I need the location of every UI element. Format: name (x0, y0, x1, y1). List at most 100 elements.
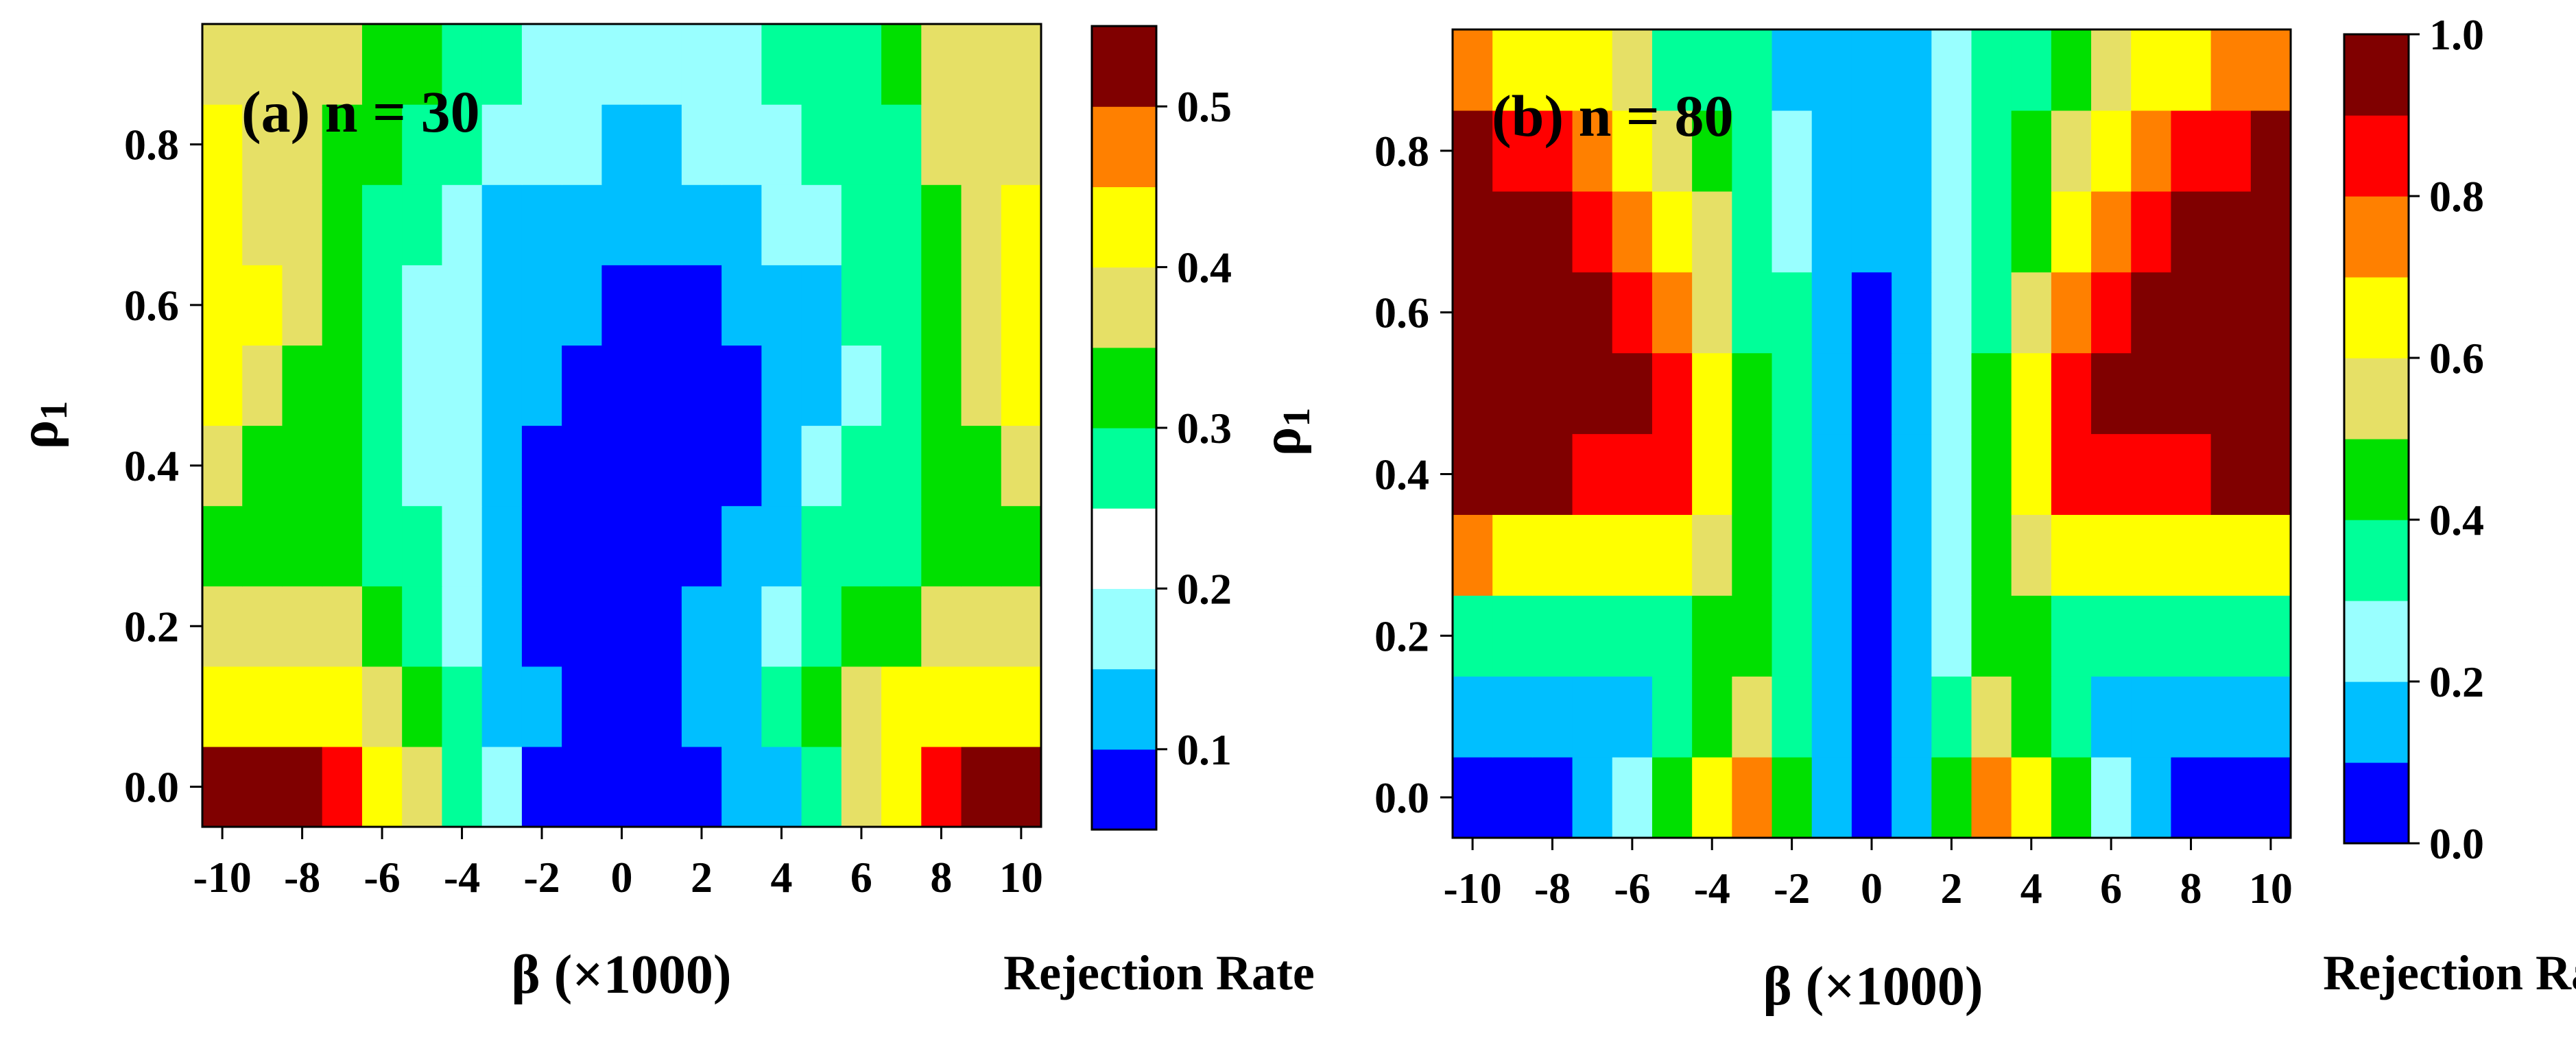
heatmap-cell (282, 746, 323, 828)
x-tick-label: 6 (850, 853, 872, 902)
panel-b-x-ticks: -10 -8 -6 -4 -2 0 2 4 6 8 10 (1443, 838, 2293, 913)
heatmap-cell (921, 425, 962, 507)
heatmap-cell (562, 265, 602, 346)
heatmap-cell (1732, 191, 1773, 273)
heatmap-cell (202, 505, 243, 587)
panel-a-cells (202, 24, 1042, 828)
heatmap-cell (481, 104, 523, 185)
heatmap-cell (202, 425, 243, 507)
heatmap-cell (1692, 110, 1732, 192)
panel-b-y-axis-subscript: 1 (1276, 408, 1318, 427)
heatmap-cell (521, 24, 562, 105)
heatmap-cell (282, 666, 323, 747)
heatmap-cell (2210, 676, 2252, 758)
heatmap-cell (1572, 433, 1613, 515)
heatmap-cell (481, 666, 523, 747)
heatmap-cell (1492, 271, 1533, 354)
heatmap-cell (841, 184, 882, 265)
colorbar-band (1092, 428, 1156, 509)
heatmap-cell (2171, 757, 2212, 838)
heatmap-cell (2210, 352, 2252, 435)
heatmap-cell (242, 425, 283, 507)
heatmap-cell (2051, 433, 2092, 515)
x-tick-label: -10 (193, 853, 251, 902)
heatmap-cell (2171, 595, 2212, 677)
heatmap-cell (961, 746, 1002, 828)
heatmap-cell (2091, 514, 2132, 596)
colorbar-tick-label: 0.4 (2429, 496, 2484, 544)
colorbar-band (2344, 196, 2409, 278)
heatmap-cell (2011, 29, 2052, 111)
heatmap-cell (601, 345, 643, 426)
panel-a-x-ticks: -10 -8 -6 -4 -2 0 2 4 6 8 10 (193, 827, 1043, 902)
heatmap-cell (721, 24, 762, 105)
heatmap-cell (562, 586, 602, 667)
heatmap-cell (1772, 595, 1813, 677)
heatmap-cell (442, 345, 483, 426)
heatmap-cell (361, 586, 403, 667)
heatmap-cell (961, 184, 1002, 265)
heatmap-cell (761, 746, 802, 828)
heatmap-cell (2011, 110, 2052, 192)
heatmap-cell (2091, 595, 2132, 677)
heatmap-cell (1572, 191, 1613, 273)
heatmap-cell (1931, 191, 1972, 273)
heatmap-cell (322, 505, 363, 587)
panel-a-colorbar: 0.1 0.2 0.3 0.4 0.5 (1090, 25, 1232, 831)
heatmap-cell (961, 24, 1002, 105)
heatmap-cell (1971, 433, 2012, 515)
panel-b-cells (1453, 29, 2291, 838)
colorbar-band (2344, 601, 2409, 682)
heatmap-cell (1651, 271, 1693, 354)
heatmap-cell (1001, 265, 1042, 346)
heatmap-cell (961, 586, 1002, 667)
heatmap-cell (2250, 110, 2291, 192)
heatmap-cell (681, 265, 722, 346)
heatmap-cell (562, 425, 602, 507)
heatmap-cell (1811, 352, 1852, 435)
heatmap-cell (921, 746, 962, 828)
heatmap-cell (1492, 514, 1533, 596)
heatmap-cell (361, 184, 403, 265)
heatmap-cell (1612, 433, 1653, 515)
heatmap-cell (242, 24, 283, 105)
heatmap-cell (1931, 271, 1972, 354)
heatmap-cell (841, 104, 882, 185)
heatmap-cell (322, 345, 363, 426)
heatmap-cell (961, 265, 1002, 346)
heatmap-cell (801, 345, 842, 426)
x-tick-label: 4 (770, 853, 792, 902)
heatmap-cell (641, 345, 682, 426)
heatmap-cell (481, 24, 523, 105)
heatmap-cell (2131, 271, 2172, 354)
heatmap-cell (1001, 746, 1042, 828)
heatmap-cell (2210, 595, 2252, 677)
x-tick-label: -2 (523, 853, 560, 902)
colorbar-band (2344, 115, 2409, 197)
heatmap-cell (1971, 29, 2012, 111)
heatmap-cell (1811, 29, 1852, 111)
colorbar-tick-label: 0.0 (2429, 819, 2484, 868)
heatmap-cell (1851, 191, 1892, 273)
heatmap-cell (2210, 757, 2252, 838)
heatmap-cell (1732, 110, 1773, 192)
heatmap-cell (761, 666, 802, 747)
x-tick-label: -8 (1534, 864, 1571, 913)
heatmap-cell (361, 24, 403, 105)
heatmap-cell (1692, 676, 1732, 758)
heatmap-cell (841, 666, 882, 747)
heatmap-cell (601, 746, 643, 828)
heatmap-cell (921, 666, 962, 747)
heatmap-cell (1692, 595, 1732, 677)
heatmap-cell (761, 24, 802, 105)
heatmap-cell (1532, 29, 1573, 111)
heatmap-cell (1931, 595, 1972, 677)
heatmap-cell (2131, 757, 2172, 838)
heatmap-cell (1892, 29, 1932, 111)
x-tick-label: -2 (1774, 864, 1810, 913)
heatmap-cell (1772, 271, 1813, 354)
heatmap-cell (562, 345, 602, 426)
heatmap-cell (2210, 433, 2252, 515)
colorbar-band (1092, 749, 1156, 830)
